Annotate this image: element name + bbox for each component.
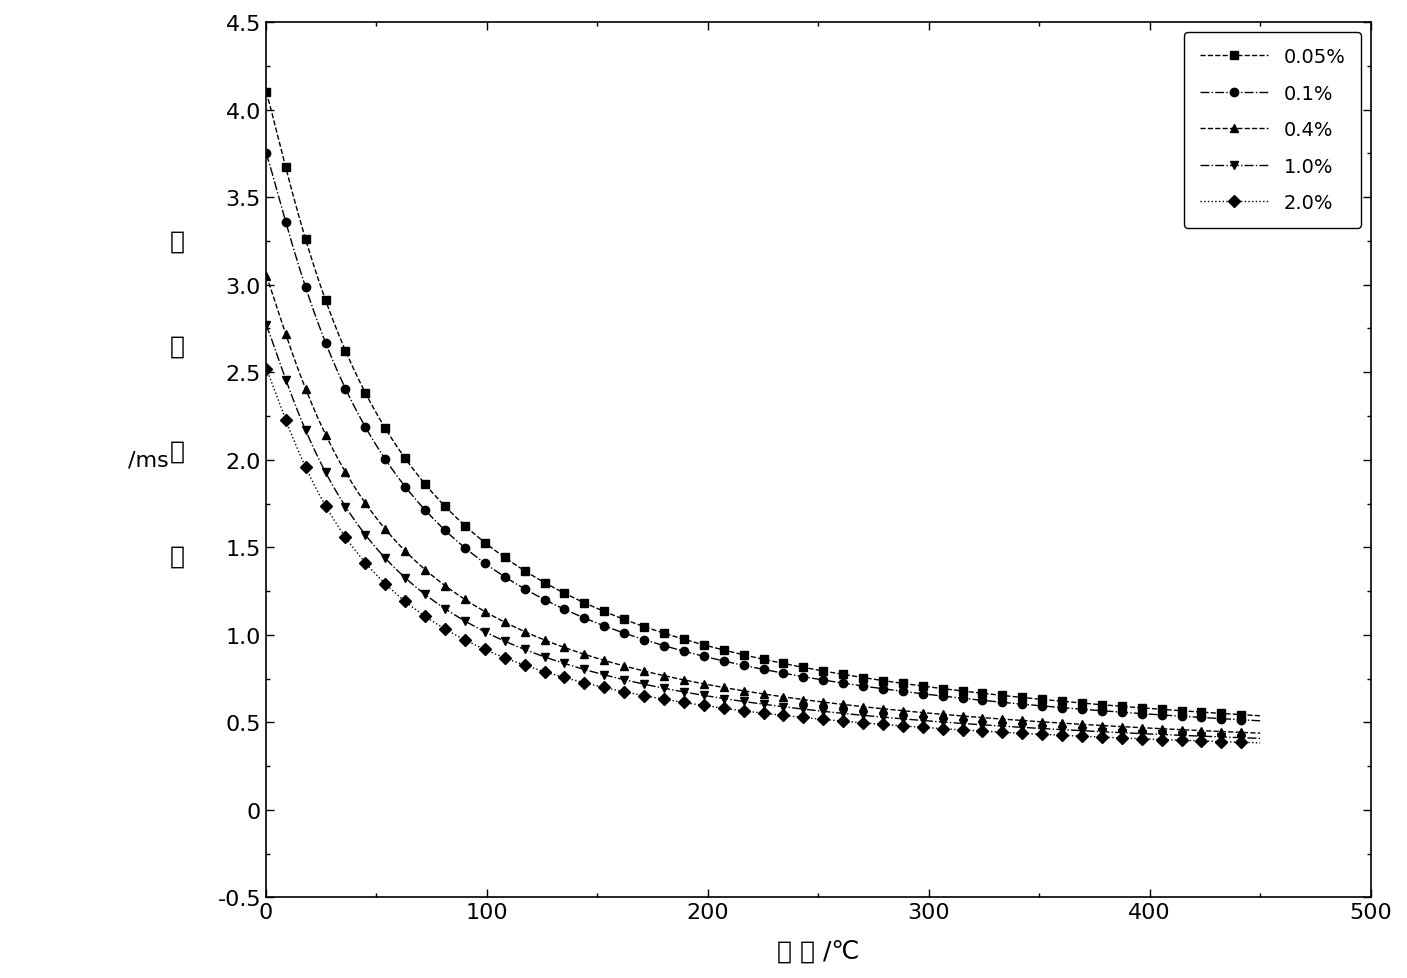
- Text: 命: 命: [170, 545, 184, 568]
- Legend: 0.05%, 0.1%, 0.4%, 1.0%, 2.0%: 0.05%, 0.1%, 0.4%, 1.0%, 2.0%: [1185, 32, 1361, 229]
- Text: 寿: 寿: [170, 439, 184, 464]
- X-axis label: 温 度 /℃: 温 度 /℃: [777, 939, 860, 963]
- Text: 荷: 荷: [170, 230, 184, 253]
- Y-axis label: /ms: /ms: [128, 450, 169, 470]
- Text: 光: 光: [170, 334, 184, 359]
